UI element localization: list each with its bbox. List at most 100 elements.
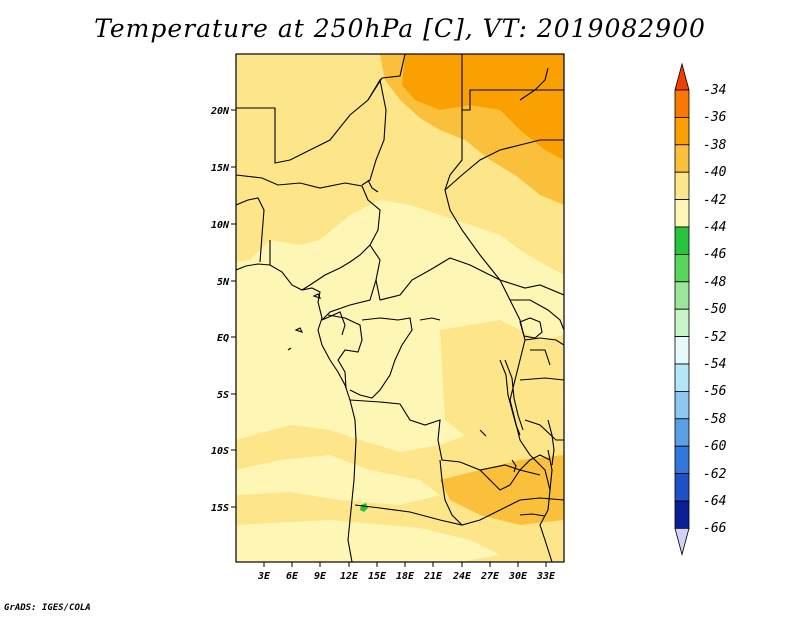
- border-westafrica: [236, 197, 265, 263]
- border-congo: [349, 317, 413, 399]
- colorbar-swatch: [674, 390, 690, 420]
- y-tick-label: 10N: [211, 220, 230, 231]
- border-car: [369, 244, 501, 301]
- border-nigeria: [236, 174, 381, 291]
- map-title: Temperature at 250hPa [C], VT: 201908290…: [94, 14, 706, 43]
- colorbar-label: -52: [703, 330, 727, 345]
- field-spot-44-46: [360, 503, 368, 512]
- field-band-38-40-south: [440, 455, 564, 525]
- border-angola-namibia: [354, 497, 564, 526]
- colorbar-label: -64: [703, 494, 726, 509]
- island-1: [294, 327, 304, 333]
- x-tick-label: 21E: [423, 571, 443, 582]
- red-sea-coast: [519, 67, 549, 101]
- colorbar-swatch: [674, 308, 690, 338]
- y-tick-label: 5S: [217, 390, 229, 401]
- colorbar-swatch: [674, 473, 690, 502]
- colorbar-swatch: [674, 363, 690, 392]
- colorbar-label: -48: [703, 275, 727, 290]
- colorbar-swatch: [674, 281, 690, 310]
- border-tanzania: [524, 419, 564, 441]
- lake-victoria: [519, 317, 543, 339]
- x-tick-label: 30E: [508, 571, 528, 582]
- colorbar-label: -34: [703, 83, 726, 98]
- border-chad-sudan: [461, 54, 564, 111]
- y-tick-label: EQ: [217, 333, 229, 344]
- colorbar-swatch: [674, 117, 690, 146]
- lake-tanganyika-2: [504, 359, 524, 431]
- lake-small-1: [419, 317, 441, 321]
- x-tick-label: 12E: [340, 571, 359, 582]
- colorbar-swatch: [674, 336, 690, 365]
- border-niger-chad: [361, 78, 387, 186]
- colorbar-label: -66: [703, 521, 727, 536]
- lake-malawi: [547, 419, 555, 466]
- border-drc-angola: [349, 399, 541, 476]
- y-axis-labels: 20N 15N 10N 5N EQ 5S 10S 15S: [210, 106, 230, 514]
- border-sahara: [236, 54, 406, 164]
- map-frame: [235, 53, 565, 563]
- border-gabon: [327, 314, 363, 389]
- y-tick-label: 15N: [211, 163, 230, 174]
- x-tick-label: 24E: [452, 571, 472, 582]
- x-tick-label: 27E: [480, 571, 500, 582]
- colorbar-labels: -34 -36 -38 -40 -42 -44 -46 -48 -50 -52 …: [703, 83, 727, 536]
- colorbar-under-triangle: [674, 528, 690, 556]
- field-band-36-38: [402, 54, 564, 160]
- colorbar-swatch: [674, 418, 690, 447]
- colorbar-label: -50: [703, 302, 727, 317]
- field-patch-light-2: [236, 520, 500, 562]
- colorbar-over-triangle: [674, 62, 690, 91]
- lake-small-5: [367, 179, 379, 193]
- border-uganda: [510, 299, 564, 331]
- colorbar-swatch: [674, 445, 690, 475]
- y-tick-label: 20N: [210, 106, 230, 117]
- border-zambia: [479, 454, 551, 491]
- lake-tanganyika: [499, 359, 521, 436]
- colorbar-swatch: [674, 226, 690, 255]
- colorbar-label: -40: [703, 165, 727, 180]
- field-patch-light: [236, 455, 440, 505]
- x-tick-label: 6E: [286, 571, 299, 582]
- border-angola-zambia: [439, 459, 463, 526]
- colorbar-swatch: [674, 253, 690, 283]
- colorbar-swatch: [674, 171, 690, 200]
- colorbar-label: -38: [703, 138, 727, 153]
- x-tick-label: 33E: [536, 571, 556, 582]
- border-malawi: [547, 449, 553, 491]
- colorbar-label: -60: [703, 439, 727, 454]
- colorbar-label: -62: [703, 467, 727, 482]
- x-tick-label: 15E: [368, 571, 387, 582]
- colorbar-swatch: [674, 199, 690, 228]
- border-chad-east: [444, 110, 564, 296]
- colorbar-label: -42: [703, 193, 727, 208]
- y-tick-label: 10S: [211, 446, 229, 457]
- colorbar-label: -58: [703, 412, 727, 427]
- x-tick-label: 3E: [257, 571, 271, 582]
- y-axis-ticks: [231, 109, 236, 508]
- lake-small-2: [479, 429, 487, 437]
- colorbar-swatch: [674, 500, 690, 529]
- colorbar-swatch: [674, 144, 690, 173]
- coastline-west: [236, 263, 357, 562]
- colorbar-label: -44: [703, 220, 726, 235]
- temperature-field: [236, 54, 564, 562]
- island-2: [312, 293, 322, 299]
- colorbar-label: -54: [703, 357, 726, 372]
- colorbar: [674, 62, 690, 556]
- lake-small-4: [519, 513, 546, 517]
- border-cameroon: [321, 279, 377, 336]
- colorbar-swatch: [674, 89, 690, 118]
- x-axis-labels: 3E 6E 9E 12E 15E 18E 21E 24E 27E 30E 33E: [257, 571, 556, 582]
- country-borders: [236, 54, 564, 562]
- grads-credit: GrADS: IGES/COLA: [4, 603, 91, 613]
- y-tick-label: 5N: [217, 277, 230, 288]
- x-axis-ticks: [263, 562, 547, 567]
- lake-small-3: [511, 459, 517, 473]
- border-sudan-inner: [444, 139, 564, 191]
- colorbar-label: -46: [703, 247, 727, 262]
- y-tick-label: 15S: [211, 503, 229, 514]
- colorbar-label: -56: [703, 384, 727, 399]
- island-3: [287, 347, 292, 351]
